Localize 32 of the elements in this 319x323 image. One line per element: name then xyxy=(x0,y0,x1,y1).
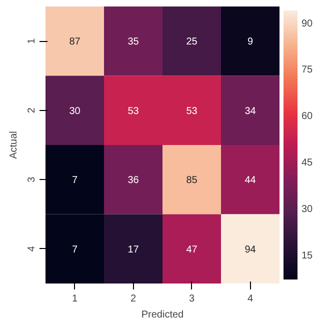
data-label: 44 xyxy=(244,175,256,186)
data-label: 47 xyxy=(186,244,198,256)
data-label: 53 xyxy=(186,106,198,117)
data-label: 7 xyxy=(72,244,78,256)
color-bar-label: 15 xyxy=(302,250,314,262)
data-label: 17 xyxy=(128,244,140,256)
data-label: 53 xyxy=(128,106,140,117)
y-tick-label: 2 xyxy=(26,107,38,114)
data-label: 9 xyxy=(247,36,254,48)
color-bar-label: 60 xyxy=(302,111,314,122)
x-tick-label: 3 xyxy=(188,294,195,304)
data-label: 87 xyxy=(69,36,81,48)
data-label: 30 xyxy=(69,106,81,117)
data-label: 94 xyxy=(244,244,256,256)
y-tick-label: 4 xyxy=(26,246,38,252)
y-tick-label: 3 xyxy=(26,176,38,182)
data-label: 34 xyxy=(244,106,256,117)
color-bar-label: 90 xyxy=(302,18,314,30)
data-label: 85 xyxy=(186,175,198,186)
x-axis-title: Predicted xyxy=(141,310,184,320)
y-axis-title: Actual xyxy=(8,131,20,159)
data-label: 36 xyxy=(128,175,140,186)
color-bar-label: 75 xyxy=(302,64,314,76)
data-label: 25 xyxy=(186,36,198,48)
x-tick-label: 2 xyxy=(130,294,136,304)
x-tick-label: 1 xyxy=(72,294,78,304)
data-label: 7 xyxy=(72,175,78,186)
data-label: 35 xyxy=(128,36,140,48)
x-tick-label: 4 xyxy=(247,294,254,304)
color-bar-label: 45 xyxy=(302,158,314,169)
color-bar-label: 30 xyxy=(302,204,314,215)
y-tick-label: 1 xyxy=(26,38,38,44)
